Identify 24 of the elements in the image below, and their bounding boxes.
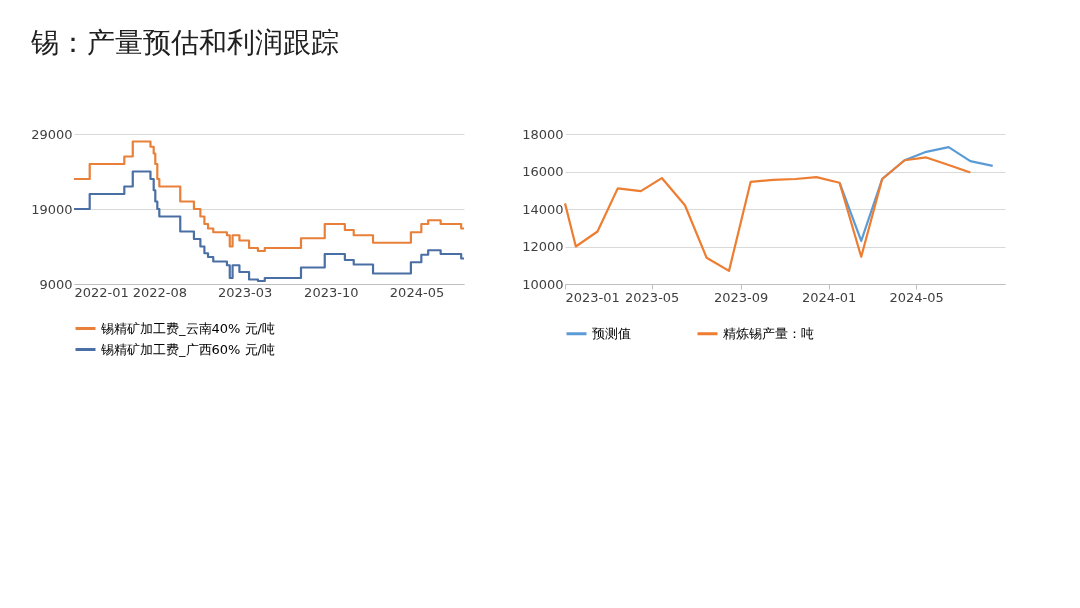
x-tick-label: 2023-01 [565, 289, 620, 305]
y-tick-label: 9000 [39, 276, 73, 292]
x-tick-label: 2022-01 [74, 284, 129, 300]
x-tick-label: 2024-01 [802, 289, 857, 305]
x-tick-label: 2023-09 [713, 289, 769, 305]
x-tick-label: 2024-05 [389, 284, 445, 300]
x-tick-label: 2023-05 [625, 289, 680, 305]
x-tick-label: 2023-03 [217, 284, 273, 300]
chart-title: 锡：产量预估和利润跟踪 [29, 26, 339, 59]
x-tick-label: 2022-08 [132, 284, 187, 300]
line-series [563, 156, 972, 272]
y-tick-label: 10000 [522, 276, 564, 292]
legend-label: 锡精矿加工费_广西60% 元/吨 [100, 341, 275, 357]
y-tick-label: 12000 [522, 239, 564, 254]
y-tick-label: 18000 [522, 126, 564, 142]
y-tick-label: 16000 [522, 164, 564, 179]
legend-label: 精炼锡产量：吨 [723, 325, 814, 341]
y-tick-label: 14000 [522, 201, 564, 217]
legend-label: 预测值 [592, 325, 631, 341]
y-tick-label: 29000 [31, 126, 73, 142]
x-tick-label: 2023-10 [304, 284, 359, 300]
legend-label: 锡精矿加工费_云南40% 元/吨 [100, 320, 275, 336]
y-tick-label: 19000 [31, 201, 73, 217]
x-tick-label: 2024-05 [889, 289, 944, 305]
